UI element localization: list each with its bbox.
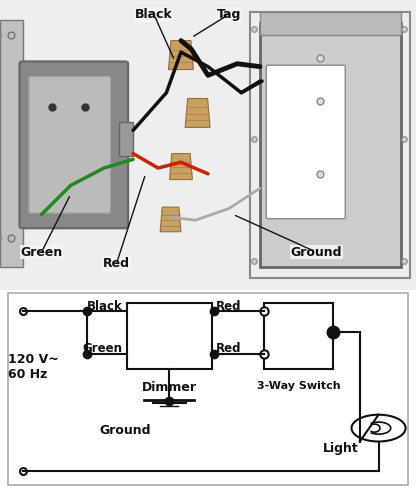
Bar [260, 12, 401, 35]
Text: Light: Light [322, 441, 358, 455]
Text: 3-Way Switch: 3-Way Switch [257, 381, 341, 391]
Text: Green: Green [20, 246, 63, 259]
Bar [0, 20, 23, 267]
Bar [250, 12, 410, 278]
Text: Tag: Tag [217, 8, 241, 21]
Polygon shape [160, 207, 181, 232]
Text: Black: Black [87, 300, 123, 313]
FancyBboxPatch shape [266, 65, 345, 218]
Polygon shape [168, 41, 193, 70]
Bar [119, 122, 133, 157]
Text: Green: Green [83, 342, 123, 355]
Text: Ground: Ground [99, 424, 151, 437]
Polygon shape [170, 154, 192, 180]
Polygon shape [185, 99, 210, 128]
Text: Ground: Ground [290, 246, 342, 259]
FancyBboxPatch shape [20, 61, 128, 228]
Circle shape [352, 415, 406, 441]
Text: Red: Red [216, 342, 242, 355]
Bar [127, 303, 212, 369]
Text: Dimmer: Dimmer [142, 381, 197, 394]
Text: Black: Black [135, 8, 173, 21]
Bar [264, 303, 333, 369]
Bar [260, 23, 401, 267]
FancyBboxPatch shape [29, 77, 110, 213]
Text: Red: Red [216, 300, 242, 313]
Text: 120 V~
60 Hz: 120 V~ 60 Hz [8, 353, 59, 382]
Text: Red: Red [103, 257, 130, 270]
